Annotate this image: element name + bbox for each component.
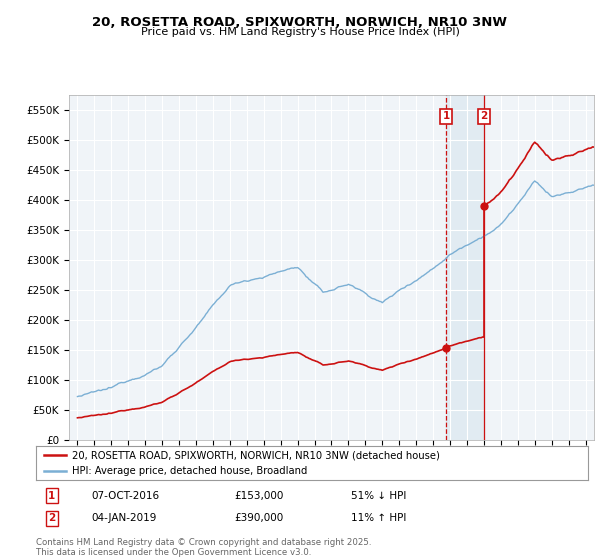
Text: 20, ROSETTA ROAD, SPIXWORTH, NORWICH, NR10 3NW (detached house): 20, ROSETTA ROAD, SPIXWORTH, NORWICH, NR…: [72, 450, 440, 460]
Text: 1: 1: [443, 111, 450, 121]
Text: 20, ROSETTA ROAD, SPIXWORTH, NORWICH, NR10 3NW: 20, ROSETTA ROAD, SPIXWORTH, NORWICH, NR…: [92, 16, 508, 29]
Text: HPI: Average price, detached house, Broadland: HPI: Average price, detached house, Broa…: [72, 466, 307, 476]
Text: 07-OCT-2016: 07-OCT-2016: [91, 491, 160, 501]
Text: £153,000: £153,000: [235, 491, 284, 501]
Text: 2: 2: [48, 514, 55, 524]
Bar: [446, 95, 484, 440]
Text: 1: 1: [48, 491, 55, 501]
Text: 11% ↑ HPI: 11% ↑ HPI: [350, 514, 406, 524]
Text: Price paid vs. HM Land Registry's House Price Index (HPI): Price paid vs. HM Land Registry's House …: [140, 27, 460, 38]
Text: 2: 2: [481, 111, 488, 121]
Text: Contains HM Land Registry data © Crown copyright and database right 2025.
This d: Contains HM Land Registry data © Crown c…: [36, 538, 371, 557]
Text: £390,000: £390,000: [235, 514, 284, 524]
Text: 04-JAN-2019: 04-JAN-2019: [91, 514, 157, 524]
Text: 51% ↓ HPI: 51% ↓ HPI: [350, 491, 406, 501]
